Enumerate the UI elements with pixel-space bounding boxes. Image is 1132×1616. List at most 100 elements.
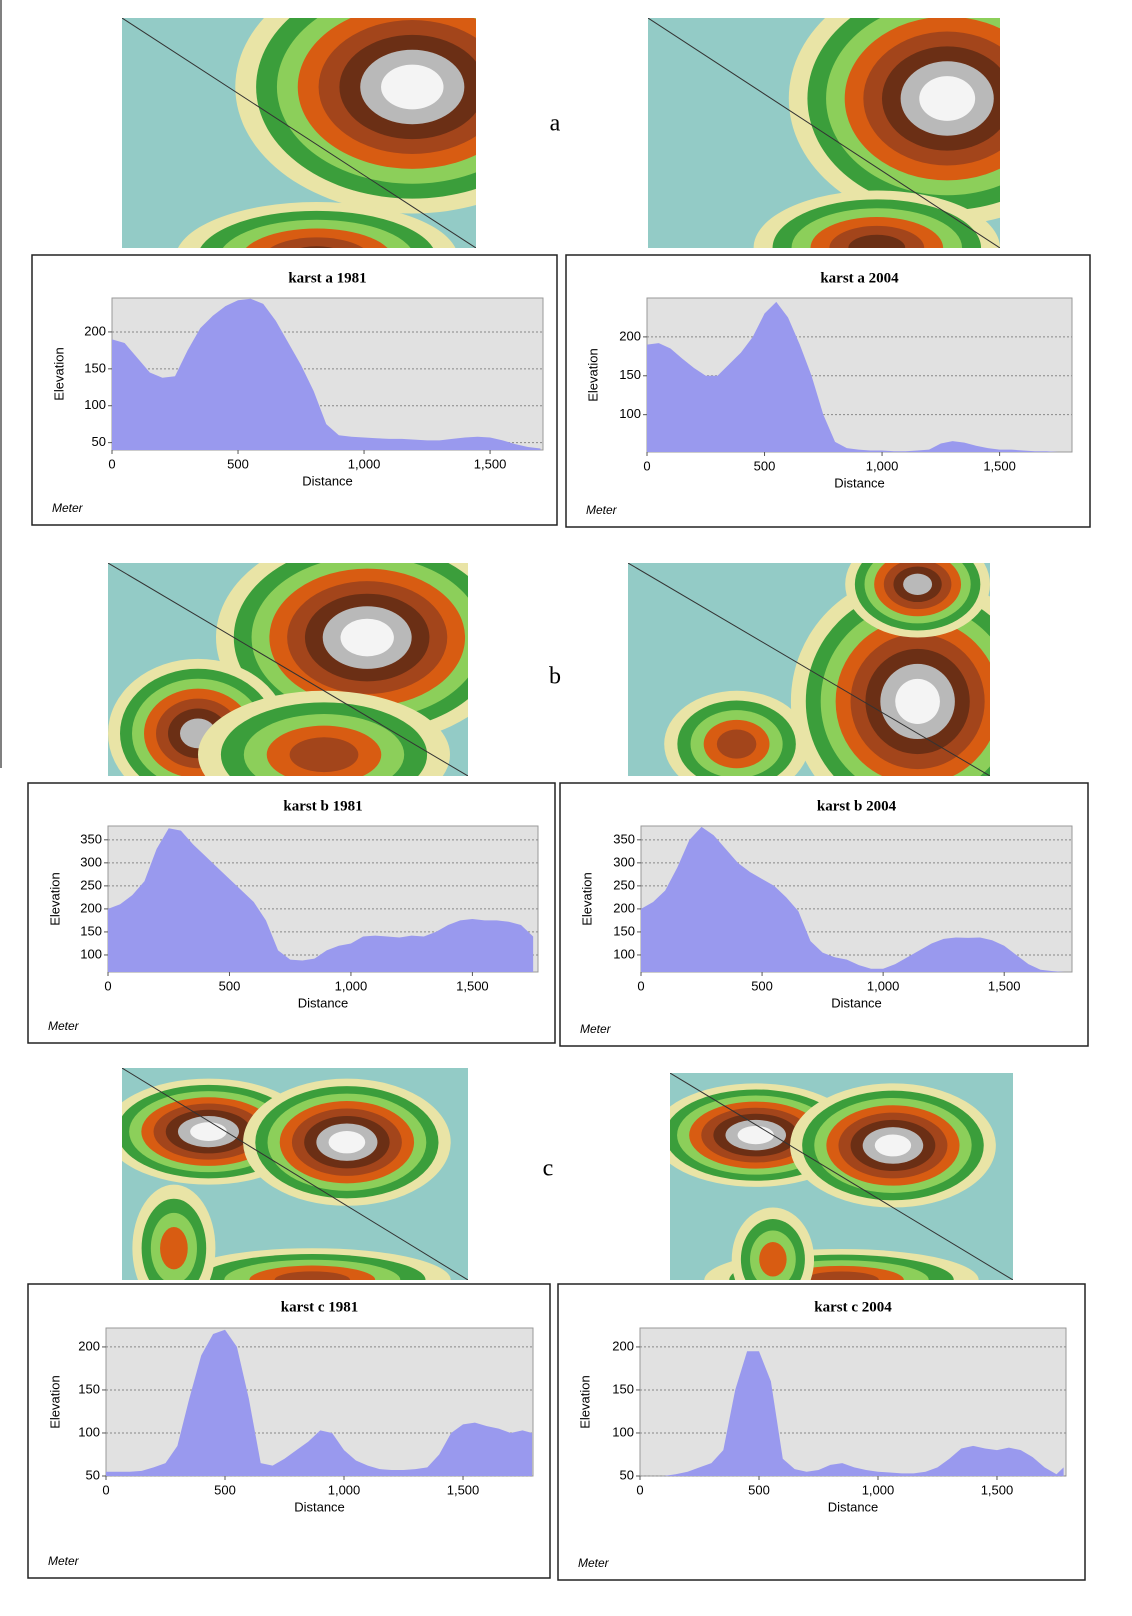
x-tick-label: 0 <box>108 456 115 471</box>
y-tick-label: 200 <box>78 1338 100 1353</box>
y-tick-label: 350 <box>613 831 635 846</box>
terrain-image <box>122 18 476 248</box>
terrain-contour <box>270 237 364 248</box>
y-tick-label: 350 <box>80 831 102 846</box>
y-axis-label: Elevation <box>47 1375 62 1428</box>
terrain-image <box>122 1068 468 1280</box>
elevation-area <box>641 826 1065 972</box>
y-axis-label: Elevation <box>47 872 62 925</box>
terrain-contour <box>895 678 940 725</box>
y-tick-label: 150 <box>612 1381 634 1396</box>
panel-label: b <box>549 664 561 690</box>
panel-label: c <box>543 1156 554 1182</box>
elevation-area <box>640 1351 1064 1476</box>
terrain-contour <box>737 1125 774 1145</box>
y-tick-label: 100 <box>84 397 106 412</box>
unit-note: Meter <box>580 1022 612 1036</box>
y-axis-label: Elevation <box>577 1375 592 1428</box>
chart-title: karst a 2004 <box>820 270 899 286</box>
y-tick-label: 100 <box>613 946 635 961</box>
terrain-contour <box>804 1271 879 1280</box>
terrain-contour <box>300 246 333 248</box>
x-tick-label: 1,500 <box>988 978 1021 993</box>
terrain-contour <box>903 573 933 595</box>
x-tick-label: 1,500 <box>983 458 1016 473</box>
x-tick-label: 0 <box>643 458 650 473</box>
terrain-image <box>108 563 468 776</box>
profile-line <box>122 18 476 248</box>
x-tick-label: 1,500 <box>447 1482 480 1497</box>
x-tick-label: 500 <box>227 456 249 471</box>
x-tick-label: 0 <box>636 1482 643 1497</box>
chart-title: karst c 1981 <box>281 1299 359 1315</box>
unit-note: Meter <box>52 501 84 515</box>
x-tick-label: 1,500 <box>474 456 507 471</box>
terrain-contour <box>716 729 757 759</box>
terrain-image <box>670 1073 1013 1280</box>
y-tick-label: 200 <box>84 323 106 338</box>
terrain <box>108 563 468 776</box>
profile-line <box>122 1068 468 1280</box>
x-tick-label: 1,000 <box>867 978 900 993</box>
y-axis-label: Elevation <box>579 872 594 925</box>
terrain-contour <box>919 76 976 121</box>
chart-title: karst b 1981 <box>283 798 362 814</box>
terrain <box>670 1073 1013 1280</box>
y-tick-label: 250 <box>80 877 102 892</box>
terrain-contour <box>328 1130 366 1154</box>
y-tick-label: 100 <box>78 1424 100 1439</box>
y-tick-label: 150 <box>80 923 102 938</box>
elevation-area <box>112 298 541 450</box>
x-tick-label: 500 <box>751 978 773 993</box>
chart-title: karst a 1981 <box>288 270 366 286</box>
y-tick-label: 100 <box>80 946 102 961</box>
y-tick-label: 150 <box>613 923 635 938</box>
terrain-contour <box>340 618 394 657</box>
y-tick-label: 200 <box>612 1338 634 1353</box>
terrain-contour <box>759 1242 787 1277</box>
chart-title: karst b 2004 <box>817 798 897 814</box>
y-tick-label: 200 <box>613 900 635 915</box>
x-axis-label: Distance <box>298 995 349 1010</box>
x-axis-label: Distance <box>302 473 353 488</box>
y-axis-label: Elevation <box>585 348 600 401</box>
y-tick-label: 50 <box>620 1467 634 1482</box>
y-tick-label: 300 <box>80 854 102 869</box>
x-axis-label: Distance <box>831 995 882 1010</box>
y-tick-label: 200 <box>80 900 102 915</box>
terrain-image <box>648 18 1000 248</box>
panel-label: a <box>550 111 561 137</box>
profile-line <box>670 1073 1013 1280</box>
x-tick-label: 500 <box>754 458 776 473</box>
elevation-area <box>647 301 1071 452</box>
terrain <box>628 563 990 776</box>
x-tick-label: 0 <box>637 978 644 993</box>
x-axis-label: Distance <box>828 1499 879 1514</box>
y-tick-label: 200 <box>619 328 641 343</box>
y-tick-label: 150 <box>84 360 106 375</box>
x-tick-label: 1,000 <box>866 458 899 473</box>
y-tick-label: 50 <box>92 434 106 449</box>
elevation-area <box>106 1329 533 1476</box>
unit-note: Meter <box>586 503 618 517</box>
x-tick-label: 1,000 <box>862 1482 895 1497</box>
x-tick-label: 1,500 <box>981 1482 1014 1497</box>
terrain-contour <box>289 737 359 773</box>
unit-note: Meter <box>48 1019 80 1033</box>
chart-title: karst c 2004 <box>814 1299 892 1315</box>
profile-line <box>648 18 1000 248</box>
x-axis-label: Distance <box>834 475 885 490</box>
y-axis-label: Elevation <box>51 347 66 400</box>
terrain-contour <box>190 1122 227 1141</box>
terrain-contour <box>160 1227 188 1270</box>
x-tick-label: 500 <box>748 1482 770 1497</box>
x-axis-label: Distance <box>294 1499 345 1514</box>
x-tick-label: 0 <box>102 1482 109 1497</box>
x-tick-label: 1,000 <box>328 1482 361 1497</box>
y-tick-label: 250 <box>613 877 635 892</box>
x-tick-label: 1,000 <box>348 456 381 471</box>
x-tick-label: 500 <box>219 978 241 993</box>
terrain-contour <box>848 234 906 248</box>
profile-line <box>108 563 468 776</box>
